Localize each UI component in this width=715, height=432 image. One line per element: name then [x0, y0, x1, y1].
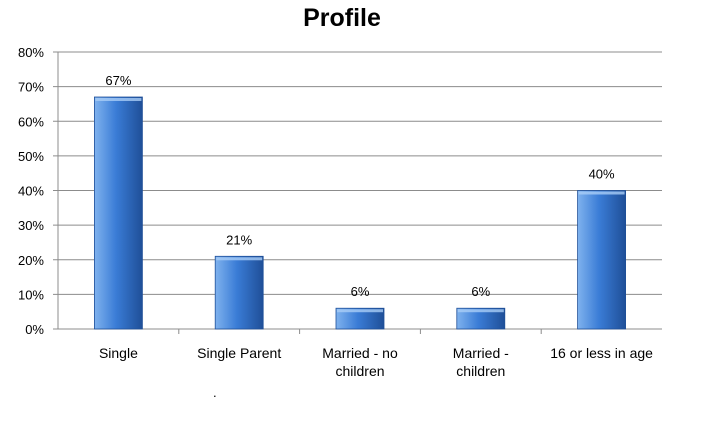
y-tick-label: 60%	[18, 114, 44, 129]
y-tick-label: 10%	[18, 287, 44, 302]
bar-highlight-2	[337, 309, 383, 313]
bars	[94, 96, 626, 330]
category-label-1: Single Parent	[197, 345, 281, 361]
y-tick-label: 80%	[18, 45, 44, 60]
bar-2	[335, 307, 385, 330]
x-axis-categories: Single Single Parent Married - no children M…	[99, 345, 653, 379]
y-tick-label: 0%	[25, 322, 44, 337]
y-tick-label: 70%	[18, 80, 44, 95]
bar-3	[456, 307, 506, 330]
bar-highlight-1	[216, 257, 263, 261]
bar-highlight-0	[95, 98, 142, 102]
gridlines	[58, 51, 662, 330]
data-label-1: 21%	[226, 232, 252, 247]
category-label-2: children	[335, 363, 384, 379]
y-tick-label: 30%	[18, 218, 44, 233]
bar-highlight-4	[578, 191, 625, 195]
y-tick-label: 40%	[18, 184, 44, 199]
category-label-2: Married - no	[322, 345, 398, 361]
data-label-0: 67%	[105, 73, 131, 88]
data-labels: 67% 21% 6% 6% 40%	[105, 73, 615, 299]
category-label-3: Married -	[453, 345, 509, 361]
y-tick-label: 50%	[18, 149, 44, 164]
y-tick-label: 20%	[18, 253, 44, 268]
bar-4	[577, 190, 626, 330]
category-label-0: Single	[99, 345, 138, 361]
y-axis-ticks: 0% 10% 20% 30% 40% 50% 60% 70% 80%	[18, 45, 542, 337]
bar-0	[94, 96, 143, 330]
data-label-2: 6%	[351, 284, 370, 299]
category-label-4: 16 or less in age	[550, 345, 653, 361]
category-label-3: children	[456, 363, 505, 379]
chart-title: Profile	[303, 4, 381, 32]
bar-1	[214, 255, 264, 330]
stray-dot: .	[213, 385, 217, 400]
data-label-4: 40%	[589, 167, 615, 182]
bar-highlight-3	[457, 309, 504, 313]
data-label-3: 6%	[471, 284, 490, 299]
